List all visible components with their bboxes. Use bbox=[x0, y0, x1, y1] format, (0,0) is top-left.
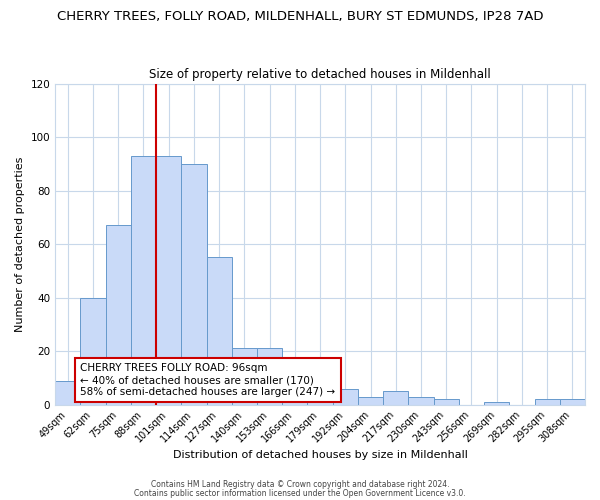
Bar bbox=[80, 298, 106, 405]
Bar bbox=[131, 156, 156, 404]
Bar bbox=[307, 380, 332, 404]
Bar bbox=[484, 402, 509, 404]
Bar bbox=[257, 348, 282, 405]
Bar bbox=[560, 400, 585, 404]
Bar bbox=[106, 226, 131, 404]
Bar bbox=[358, 396, 383, 404]
X-axis label: Distribution of detached houses by size in Mildenhall: Distribution of detached houses by size … bbox=[173, 450, 467, 460]
Text: Contains public sector information licensed under the Open Government Licence v3: Contains public sector information licen… bbox=[134, 488, 466, 498]
Bar bbox=[383, 392, 409, 404]
Bar bbox=[181, 164, 206, 404]
Bar bbox=[206, 258, 232, 404]
Text: Contains HM Land Registry data © Crown copyright and database right 2024.: Contains HM Land Registry data © Crown c… bbox=[151, 480, 449, 489]
Title: Size of property relative to detached houses in Mildenhall: Size of property relative to detached ho… bbox=[149, 68, 491, 81]
Bar bbox=[332, 388, 358, 404]
Y-axis label: Number of detached properties: Number of detached properties bbox=[15, 156, 25, 332]
Text: CHERRY TREES, FOLLY ROAD, MILDENHALL, BURY ST EDMUNDS, IP28 7AD: CHERRY TREES, FOLLY ROAD, MILDENHALL, BU… bbox=[57, 10, 543, 23]
Bar bbox=[55, 380, 80, 404]
Bar bbox=[434, 400, 459, 404]
Bar bbox=[156, 156, 181, 404]
Bar bbox=[232, 348, 257, 405]
Bar bbox=[535, 400, 560, 404]
Bar bbox=[409, 396, 434, 404]
Text: CHERRY TREES FOLLY ROAD: 96sqm
← 40% of detached houses are smaller (170)
58% of: CHERRY TREES FOLLY ROAD: 96sqm ← 40% of … bbox=[80, 364, 335, 396]
Bar bbox=[282, 370, 307, 404]
